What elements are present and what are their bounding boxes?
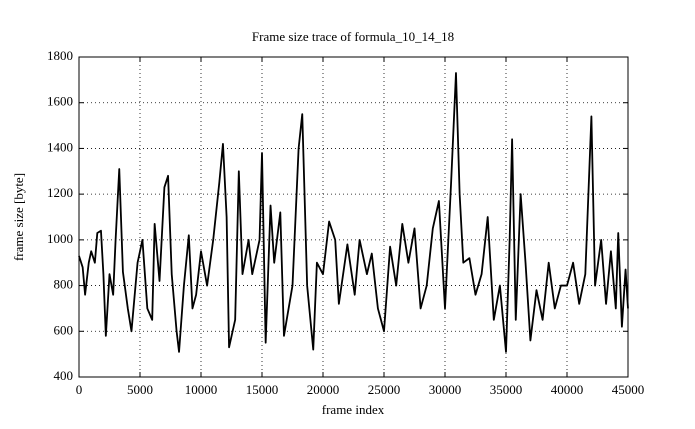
x-tick-label: 10000 [185,382,218,397]
y-tick-label: 1800 [47,48,73,63]
y-tick-label: 1400 [47,139,73,154]
plot-frame [78,56,629,378]
y-tick-label: 1200 [47,185,73,200]
data-line [78,72,629,353]
x-tick-label: 20000 [307,382,340,397]
x-tick-label: 25000 [368,382,401,397]
x-axis-label: frame index [322,402,385,417]
chart-title: Frame size trace of formula_10_14_18 [252,29,454,44]
y-axis-label: frame size [byte] [11,173,26,261]
x-tick-label: 30000 [429,382,462,397]
x-tick-label: 0 [76,382,83,397]
y-tick-label: 800 [54,277,74,292]
x-tick-label: 15000 [246,382,279,397]
x-tick-label: 5000 [127,382,153,397]
y-tick-label: 1600 [47,94,73,109]
y-tick-label: 1000 [47,231,73,246]
y-tick-label: 600 [54,322,74,337]
y-tick-label: 400 [54,368,74,383]
x-tick-label: 45000 [612,382,645,397]
x-tick-label: 40000 [551,382,584,397]
x-tick-label: 35000 [490,382,523,397]
